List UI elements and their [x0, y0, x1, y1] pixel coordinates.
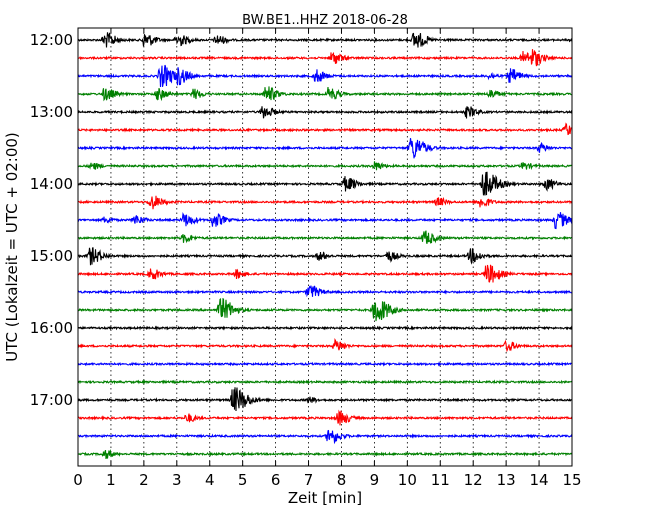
trace-line	[77, 247, 573, 266]
y-tick-label: 13:00	[30, 103, 73, 121]
trace-line	[77, 230, 573, 245]
y-tick-label: 12:00	[30, 31, 73, 49]
trace-line	[77, 264, 573, 283]
trace-line	[77, 171, 573, 196]
trace-line	[77, 106, 573, 119]
y-tick-label: 15:00	[30, 247, 73, 265]
trace-line	[77, 285, 573, 298]
x-axis-ticks: 0 1 2 3 4 5 6 7 8 9 10 11 12 13 14 15	[73, 28, 582, 489]
trace-line	[77, 387, 573, 411]
trace-layer	[77, 32, 573, 460]
x-tick-label: 3	[172, 471, 182, 489]
y-tick-label: 14:00	[30, 175, 73, 193]
chart-title: BW.BE1..HHZ 2018-06-28	[242, 13, 408, 28]
x-tick-label: 8	[337, 471, 347, 489]
y-tick-label: 17:00	[30, 391, 73, 409]
trace-line	[77, 64, 573, 88]
trace-line	[77, 337, 573, 353]
x-tick-label: 4	[205, 471, 215, 489]
trace-line	[77, 49, 573, 67]
x-tick-label: 10	[398, 471, 417, 489]
trace-line	[77, 212, 573, 230]
y-axis-label: UTC (Lokalzeit = UTC + 02:00)	[3, 132, 21, 362]
x-axis-label: Zeit [min]	[288, 489, 362, 507]
y-tick-label: 16:00	[30, 319, 73, 337]
x-tick-label: 14	[530, 471, 549, 489]
trace-line	[77, 161, 573, 171]
y-axis-ticks: 12:00 13:00 14:00 15:00 16:00 17:00	[30, 31, 572, 409]
trace-line	[77, 122, 573, 136]
x-tick-label: 2	[139, 471, 149, 489]
x-tick-label: 15	[562, 471, 581, 489]
trace-line	[77, 297, 573, 322]
trace-line	[77, 325, 573, 331]
x-tick-label: 11	[431, 471, 450, 489]
x-tick-label: 5	[238, 471, 248, 489]
x-tick-label: 1	[106, 471, 116, 489]
trace-line	[77, 32, 573, 48]
trace-line	[77, 429, 573, 445]
trace-line	[77, 195, 573, 210]
x-tick-label: 13	[497, 471, 516, 489]
trace-line	[77, 86, 573, 102]
x-tick-label: 0	[73, 471, 83, 489]
trace-line	[77, 138, 573, 159]
x-tick-label: 7	[304, 471, 314, 489]
trace-line	[77, 379, 573, 385]
trace-line	[77, 449, 573, 460]
trace-line	[77, 409, 573, 426]
x-tick-label: 9	[370, 471, 380, 489]
x-tick-label: 12	[464, 471, 483, 489]
plot-frame	[77, 27, 573, 467]
x-tick-label: 6	[271, 471, 281, 489]
trace-line	[77, 361, 573, 367]
